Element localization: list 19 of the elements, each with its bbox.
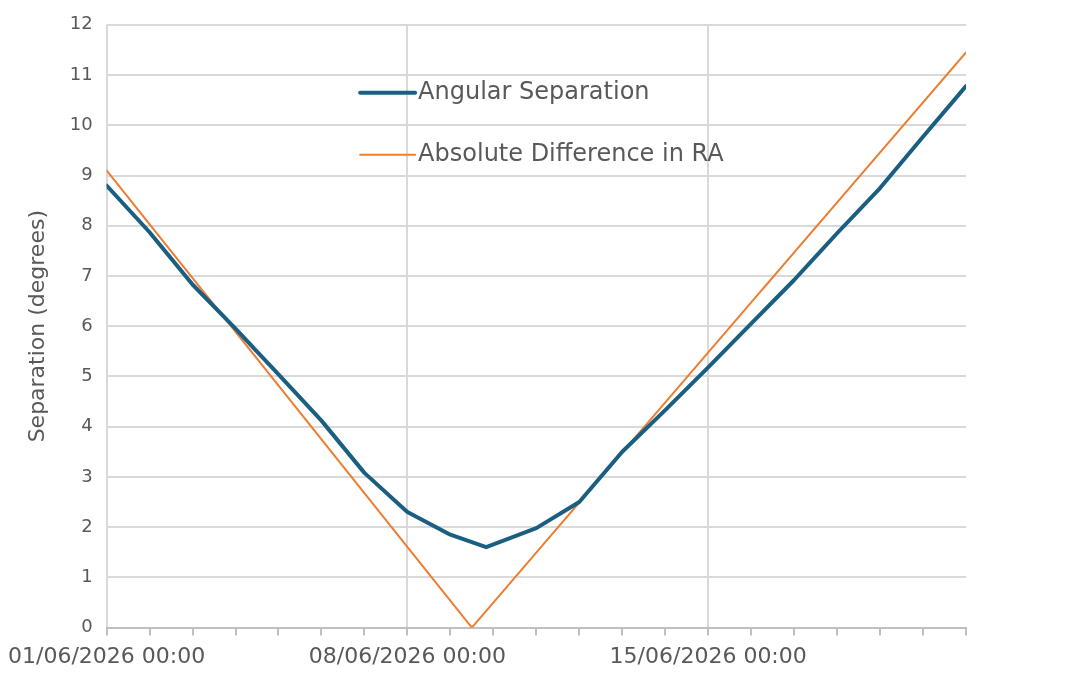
- y-tick-label: 1: [81, 565, 93, 587]
- y-tick-label: 4: [81, 414, 93, 436]
- x-tick-label: 15/06/2026 00:00: [609, 642, 807, 668]
- y-tick-label: 3: [81, 464, 93, 486]
- y-tick-label: 11: [69, 62, 93, 84]
- legend-label: Absolute Difference in RA: [418, 139, 725, 168]
- y-tick-label: 9: [81, 163, 93, 185]
- y-tick-label: 12: [69, 12, 93, 34]
- x-tick-label: 08/06/2026 00:00: [308, 642, 506, 668]
- y-tick-label: 5: [81, 364, 93, 386]
- y-tick-label: 7: [81, 263, 93, 285]
- y-axis-title: Separation (degrees): [24, 210, 50, 443]
- x-tick-label: 01/06/2026 00:00: [8, 642, 206, 668]
- y-tick-label: 2: [81, 514, 93, 536]
- y-tick-label: 0: [81, 615, 93, 637]
- y-tick-label: 8: [81, 213, 93, 235]
- y-tick-label: 10: [69, 112, 93, 134]
- y-tick-label: 6: [81, 313, 93, 335]
- legend-label: Angular Separation: [418, 77, 650, 106]
